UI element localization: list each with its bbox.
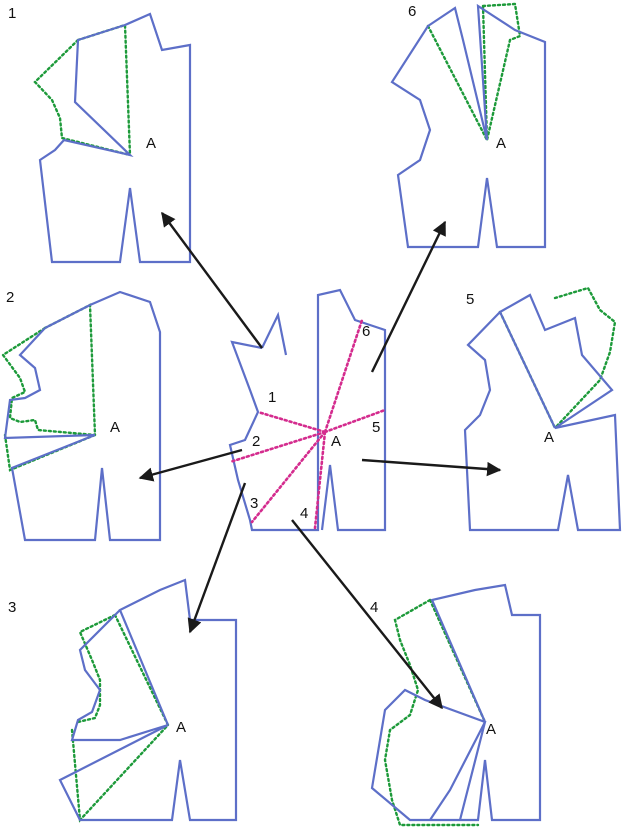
- slash-line-2: [228, 430, 327, 464]
- panel-1-ghost: [33, 23, 132, 157]
- panel-5-pattern: [463, 293, 622, 532]
- panel-2-ghost: [1, 303, 97, 472]
- panel-6-point-label: A: [496, 135, 506, 152]
- panel-3-point-label: A: [176, 719, 186, 736]
- arrow-to-panel-5: [361, 458, 502, 477]
- arrow-to-panel-6: [370, 220, 447, 373]
- panel-6: 6 A: [390, 2, 547, 249]
- slash-line-5: [323, 408, 387, 434]
- panel-3-pattern: [58, 578, 238, 822]
- panel-5-ghost: [498, 286, 617, 430]
- center-outline: [228, 288, 387, 532]
- panel-2-pattern: [3, 290, 162, 542]
- panel-4-ghost: [383, 598, 487, 827]
- arrow-to-panel-1: [161, 211, 263, 349]
- panel-3: 3 A: [8, 578, 238, 823]
- panel-1-pattern: [38, 12, 192, 264]
- panel-5-number: 5: [466, 291, 474, 308]
- arrow-to-panel-2: [138, 448, 243, 482]
- center-slash-label-3: 3: [250, 495, 258, 512]
- panel-3-number: 3: [8, 599, 16, 616]
- center-point-label: A: [331, 433, 341, 450]
- center-slash-label-5: 5: [372, 419, 380, 436]
- panel-6-number: 6: [408, 3, 416, 20]
- center-pattern: 1 2 3 4 5 6 A: [228, 288, 387, 532]
- panel-4-point-label: A: [486, 721, 496, 738]
- arrow-to-panel-4: [291, 519, 443, 710]
- slash-line-1: [256, 410, 327, 434]
- panel-2: 2 A: [1, 289, 162, 542]
- center-shoulder-cut: [261, 311, 288, 356]
- arrows: [138, 211, 502, 710]
- panel-1: 1 A: [8, 5, 192, 264]
- panel-5: 5 A: [463, 286, 622, 532]
- arrow-to-panel-3: [187, 482, 247, 634]
- panel-1-number: 1: [8, 5, 16, 22]
- slash-line-4: [313, 430, 327, 530]
- panel-1-point-label: A: [146, 135, 156, 152]
- panel-2-point-label: A: [110, 419, 120, 436]
- panel-2-number: 2: [6, 289, 14, 306]
- center-slash-label-4: 4: [300, 505, 308, 522]
- slash-line-6: [323, 318, 364, 434]
- panel-3-ghost: [70, 613, 170, 823]
- center-slash-lines: [228, 318, 387, 530]
- slash-line-3: [250, 430, 327, 524]
- center-slash-label-6: 6: [362, 323, 370, 340]
- panel-4-pattern: [370, 583, 542, 822]
- panel-4-number: 4: [370, 599, 378, 616]
- panel-5-point-label: A: [544, 429, 554, 446]
- panel-6-pattern: [390, 3, 547, 249]
- center-slash-label-2: 2: [252, 433, 260, 450]
- panel-4: 4 A: [370, 583, 542, 827]
- center-slash-label-1: 1: [268, 389, 276, 406]
